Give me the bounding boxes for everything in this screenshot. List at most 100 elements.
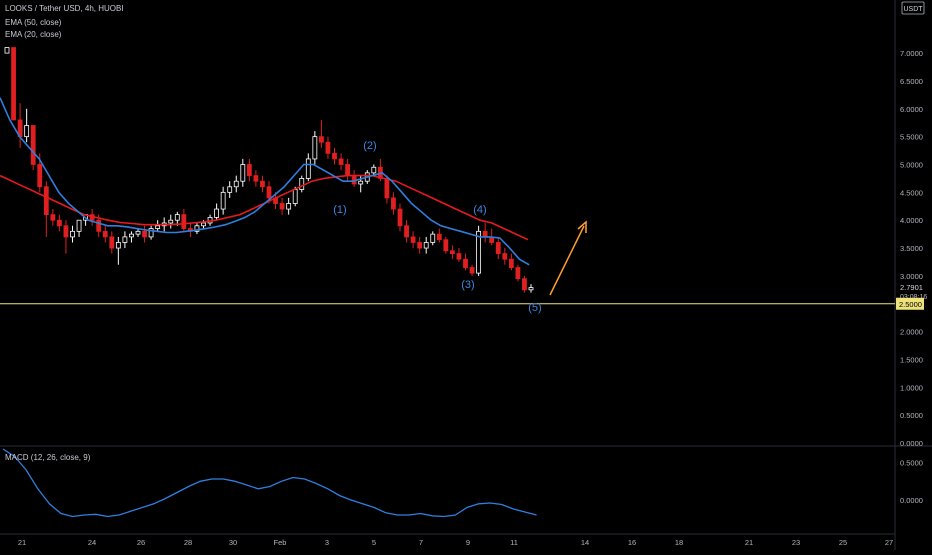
candle-body bbox=[148, 228, 154, 238]
candle-body bbox=[220, 191, 226, 210]
candle-body bbox=[214, 208, 220, 218]
time-tick-label: 5 bbox=[372, 538, 376, 547]
candle-body bbox=[299, 178, 305, 190]
macd-line bbox=[2, 448, 537, 518]
candle-body bbox=[168, 219, 174, 224]
candle-body bbox=[24, 125, 30, 138]
candle-body bbox=[122, 236, 128, 243]
bar-countdown: 03:08:16 bbox=[900, 294, 927, 301]
candle-body bbox=[463, 258, 468, 268]
candle-body bbox=[286, 203, 292, 210]
candle-body bbox=[318, 136, 324, 143]
time-tick-label: 21 bbox=[745, 538, 753, 547]
candle-body bbox=[37, 164, 43, 188]
candle-body bbox=[443, 239, 449, 252]
candle-body bbox=[155, 225, 161, 229]
candle-body bbox=[410, 236, 416, 243]
projection-arrow-head bbox=[577, 220, 587, 233]
candle-body bbox=[371, 166, 377, 174]
ema20-legend[interactable]: EMA (20, close) bbox=[5, 30, 62, 39]
candle-body bbox=[312, 136, 318, 160]
candle-body bbox=[515, 267, 521, 280]
candle-body bbox=[417, 242, 423, 249]
candle-body bbox=[391, 197, 396, 210]
candle-body bbox=[115, 242, 121, 249]
candle-body bbox=[233, 180, 239, 188]
candle-body bbox=[456, 253, 462, 260]
candle-body bbox=[279, 203, 285, 210]
candle-body bbox=[338, 158, 344, 165]
candle-body bbox=[135, 230, 141, 235]
price-tick-label: 1.0000 bbox=[900, 383, 923, 392]
candle-body bbox=[240, 164, 246, 182]
time-tick-label: 3 bbox=[325, 538, 329, 547]
time-tick-label: 27 bbox=[885, 538, 893, 547]
candle-body bbox=[194, 225, 200, 232]
price-tick-label: 0.5000 bbox=[900, 411, 923, 420]
candle-body bbox=[76, 219, 82, 232]
time-tick-label: 24 bbox=[88, 538, 96, 547]
ema50-legend[interactable]: EMA (50, close) bbox=[5, 18, 62, 27]
wave-label: (3) bbox=[461, 279, 474, 291]
time-tick-label: 18 bbox=[675, 538, 683, 547]
candle-body bbox=[266, 186, 272, 199]
macd-legend[interactable]: MACD (12, 26, close, 9) bbox=[5, 453, 91, 462]
candle-body bbox=[332, 152, 337, 160]
candle-body bbox=[70, 230, 75, 238]
symbol-title[interactable]: LOOKS / Tether USD, 4h, HUOBI bbox=[5, 4, 124, 13]
price-tick-label: 6.5000 bbox=[900, 77, 923, 86]
candle-body bbox=[109, 236, 115, 249]
price-tick-label: 4.0000 bbox=[900, 216, 923, 225]
price-tick-label: 6.0000 bbox=[900, 105, 923, 114]
time-tick-label: 21 bbox=[18, 538, 26, 547]
support-price-tag: 2.5000 bbox=[899, 300, 922, 309]
candle-body bbox=[4, 47, 10, 54]
candle-body bbox=[57, 219, 62, 227]
candle-body bbox=[404, 225, 409, 238]
support-price-tag-bg bbox=[896, 297, 924, 310]
candle-body bbox=[469, 267, 475, 274]
candle-body bbox=[508, 258, 514, 268]
candle-body bbox=[174, 214, 180, 221]
candle-body bbox=[325, 141, 331, 154]
wave-label: (4) bbox=[473, 204, 486, 216]
candle-body bbox=[522, 278, 527, 291]
candle-body bbox=[397, 208, 403, 227]
time-tick-label: 7 bbox=[419, 538, 423, 547]
candle-body bbox=[449, 250, 455, 255]
candle-body bbox=[11, 47, 16, 121]
price-tick-label: 1.5000 bbox=[900, 355, 923, 364]
candle-body bbox=[528, 287, 534, 291]
candle-body bbox=[502, 253, 508, 260]
candle-body bbox=[430, 233, 436, 243]
candle-body bbox=[227, 186, 233, 193]
candle-body bbox=[181, 214, 187, 229]
price-tick-label: 2.0000 bbox=[900, 328, 923, 337]
candle-body bbox=[476, 230, 482, 274]
candle-body bbox=[43, 186, 49, 216]
candle-body bbox=[495, 242, 501, 255]
candle-body bbox=[305, 158, 311, 179]
time-tick-label: Feb bbox=[274, 538, 287, 547]
currency-badge-label: USDT bbox=[903, 6, 923, 13]
macd-tick-label: 0.0000 bbox=[900, 496, 923, 505]
candle-body bbox=[96, 219, 102, 232]
projection-arrow[interactable] bbox=[549, 225, 585, 296]
candle-body bbox=[292, 189, 298, 204]
candle-body bbox=[30, 125, 36, 165]
price-tick-label: 7.0000 bbox=[900, 49, 923, 58]
candle-body bbox=[384, 178, 390, 199]
candle-body bbox=[129, 233, 134, 238]
candle-body bbox=[246, 164, 252, 177]
candle-body bbox=[436, 233, 442, 241]
time-tick-label: 11 bbox=[510, 538, 518, 547]
time-tick-label: 28 bbox=[184, 538, 192, 547]
currency-badge[interactable] bbox=[901, 1, 925, 15]
candle-body bbox=[423, 242, 429, 249]
price-tick-label: 4.5000 bbox=[900, 188, 923, 197]
candle-body bbox=[142, 230, 147, 238]
last-price-tag: 2.7901 bbox=[900, 283, 923, 292]
time-tick-label: 23 bbox=[792, 538, 800, 547]
